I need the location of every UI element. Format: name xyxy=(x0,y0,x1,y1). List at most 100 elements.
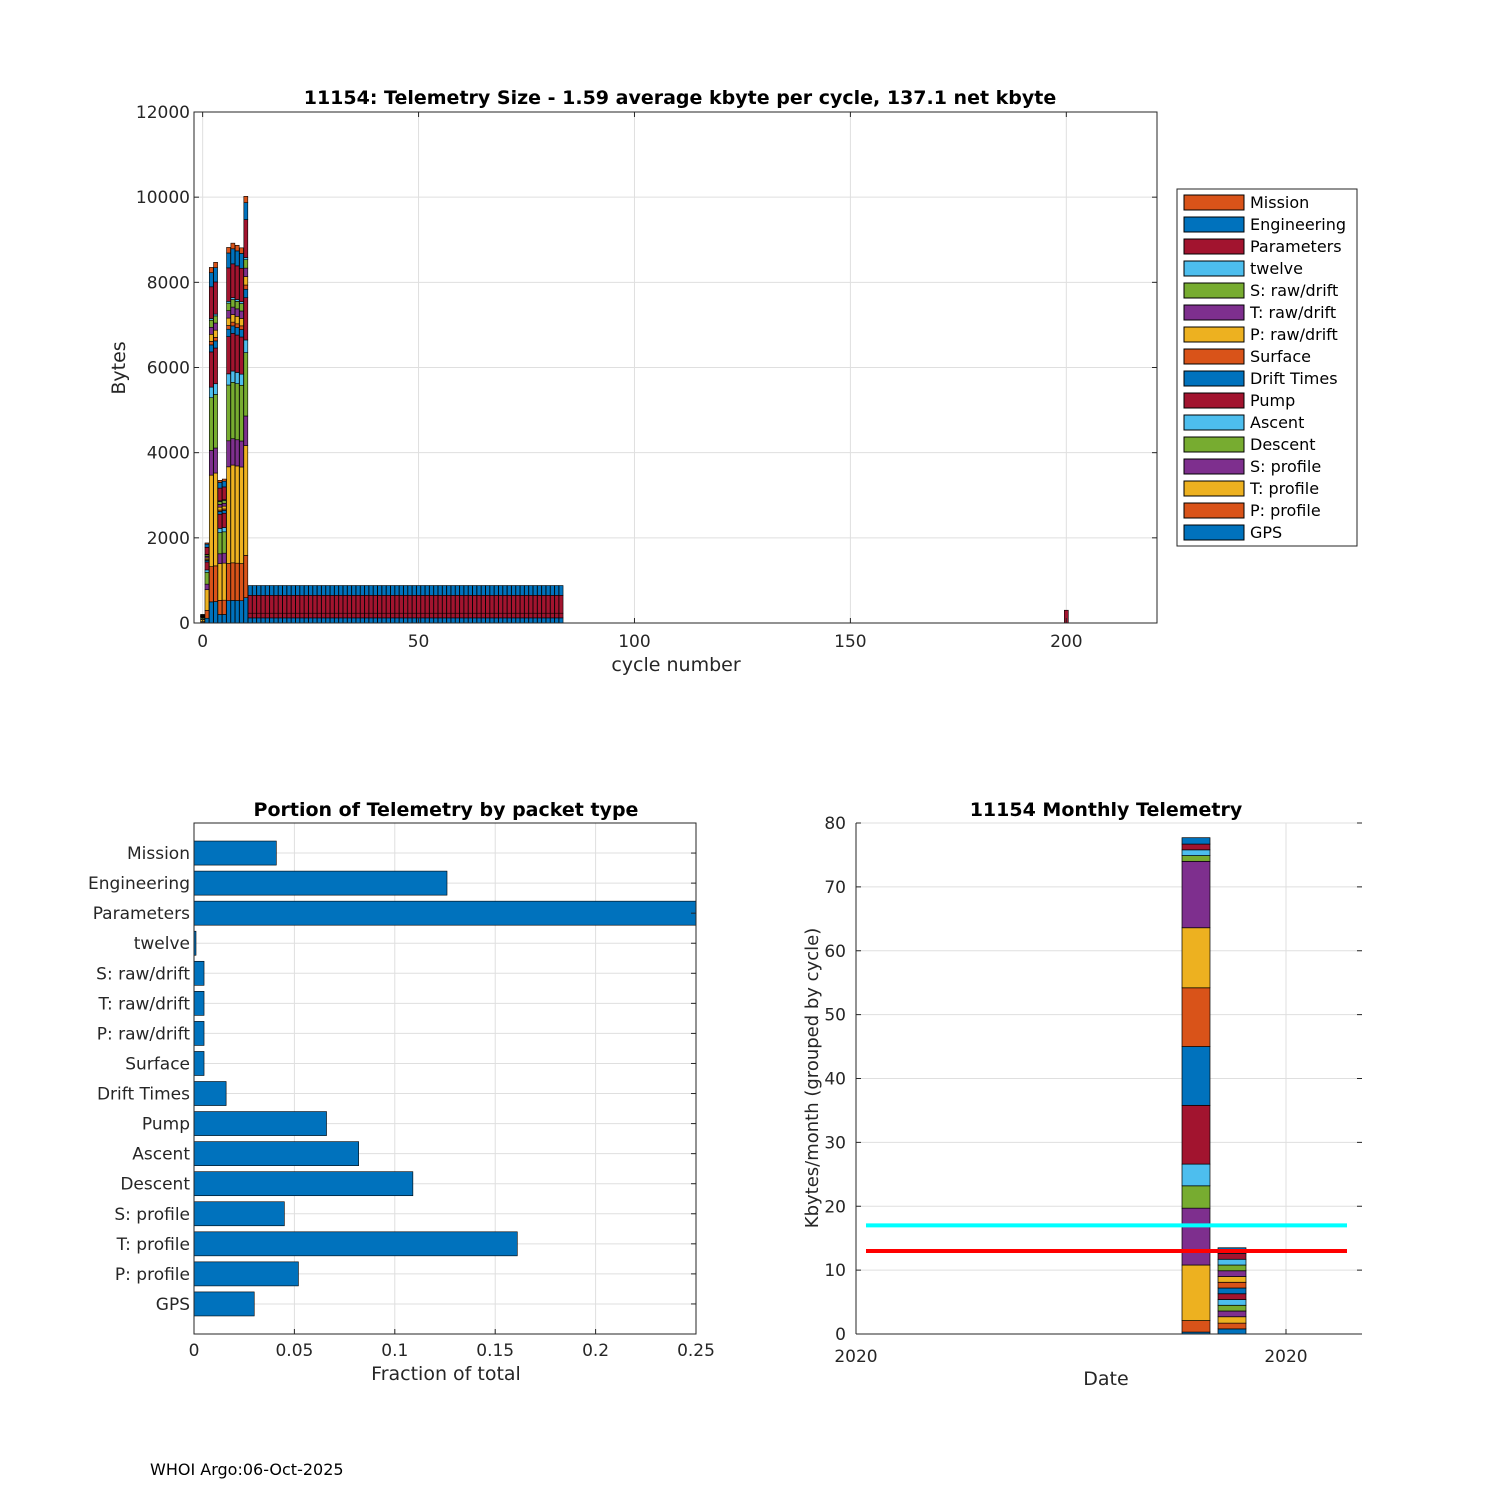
bar xyxy=(193,1201,285,1227)
bar-segment xyxy=(303,612,309,619)
cycle-bar xyxy=(269,585,275,624)
bar-segment xyxy=(459,585,465,596)
legend-swatch xyxy=(1183,326,1245,343)
bar-segment xyxy=(299,585,305,596)
bar-segment xyxy=(217,513,223,529)
bar-segment xyxy=(312,595,318,614)
bar-segment xyxy=(221,562,227,601)
cycle-bar xyxy=(265,585,270,624)
bar-segment xyxy=(234,383,240,441)
bar-segment xyxy=(204,571,210,585)
bar-segment xyxy=(442,617,447,624)
bar-segment xyxy=(291,595,296,614)
bar-segment xyxy=(558,612,564,619)
bar-segment xyxy=(239,466,244,564)
bar-segment xyxy=(364,612,370,619)
bar-segment xyxy=(208,267,214,274)
bar-segment xyxy=(342,585,348,596)
bar-segment xyxy=(377,617,382,624)
bar-segment xyxy=(459,595,465,614)
bar-segment xyxy=(1181,987,1211,1047)
bar-segment xyxy=(429,585,434,596)
cycle-bar xyxy=(390,585,395,624)
bar-segment xyxy=(390,595,395,614)
bar-segment xyxy=(208,319,214,328)
bar-segment xyxy=(234,600,240,624)
bar-segment xyxy=(256,612,262,619)
cycle-bar xyxy=(481,585,486,624)
bar-segment xyxy=(221,510,227,514)
cycle-bar xyxy=(558,585,564,624)
cycle-bar xyxy=(239,247,244,624)
bar-segment xyxy=(234,265,240,300)
bar-segment xyxy=(498,595,503,614)
bar-segment xyxy=(1181,837,1211,845)
bar-segment xyxy=(524,595,529,614)
bar-segment xyxy=(329,617,335,624)
bar-segment xyxy=(437,585,443,596)
cycle-bar xyxy=(463,585,469,624)
bar-segment xyxy=(217,511,223,515)
bar-segment xyxy=(377,612,382,619)
cycle-bar xyxy=(364,585,370,624)
bar-segment xyxy=(234,372,240,384)
bar-segment xyxy=(325,617,331,624)
y-tick-label: 0 xyxy=(179,614,190,634)
bar-segment xyxy=(230,314,236,323)
bar-segment xyxy=(226,373,231,386)
y-tick-label: 4000 xyxy=(147,444,190,464)
bar-segment xyxy=(429,617,434,624)
bar-segment xyxy=(221,480,227,488)
bar-segment xyxy=(234,334,240,373)
bar-segment xyxy=(230,438,236,466)
bar-segment xyxy=(213,447,218,474)
bar-segment xyxy=(1181,1046,1211,1106)
bar-segment xyxy=(213,262,218,268)
bar-segment xyxy=(377,585,382,596)
cycle-bar xyxy=(450,585,456,624)
bar-segment xyxy=(1217,1322,1247,1330)
bar-segment xyxy=(239,329,244,338)
bar-segment xyxy=(511,595,516,614)
bar-segment xyxy=(450,617,456,624)
bar-segment xyxy=(1217,1276,1247,1283)
bar-segment xyxy=(476,617,482,624)
y-tick-label: S: raw/drift xyxy=(96,964,190,984)
bar-segment xyxy=(394,585,400,596)
cycle-bar xyxy=(541,585,547,624)
bar-segment xyxy=(243,445,249,556)
bar-segment xyxy=(213,322,218,331)
bar-segment xyxy=(351,585,357,596)
y-axis-label: Kbytes/month (grouped by cycle) xyxy=(802,928,823,1228)
bar-segment xyxy=(459,612,465,619)
cycle-bar xyxy=(550,585,555,624)
bar-segment xyxy=(234,244,240,252)
bar-segment xyxy=(1181,1320,1211,1333)
cycle-bar xyxy=(208,267,214,624)
bar-segment xyxy=(468,595,473,614)
bar-segment xyxy=(524,612,529,619)
y-tick-label: twelve xyxy=(134,934,190,954)
bar-segment xyxy=(472,617,477,624)
cycle-bar xyxy=(446,585,452,624)
bar-segment xyxy=(243,257,249,260)
bar-segment xyxy=(433,612,439,619)
bar-segment xyxy=(386,612,391,619)
bar-segment xyxy=(416,595,421,614)
bar-segment xyxy=(213,329,218,338)
bar-segment xyxy=(494,585,499,596)
cycle-bar xyxy=(532,585,538,624)
bar-segment xyxy=(442,585,447,596)
cycle-bar xyxy=(347,585,352,624)
y-tick-label: Mission xyxy=(127,844,190,864)
bar-segment xyxy=(213,601,218,624)
bar-segment xyxy=(234,301,240,310)
y-axis-label: Bytes xyxy=(108,341,130,394)
bar-segment xyxy=(247,595,253,614)
y-tick-label: 6000 xyxy=(147,359,190,379)
bar-segment xyxy=(481,595,486,614)
y-tick-label: 60 xyxy=(824,942,846,962)
bar-segment xyxy=(247,617,253,624)
bar-segment xyxy=(321,617,326,624)
